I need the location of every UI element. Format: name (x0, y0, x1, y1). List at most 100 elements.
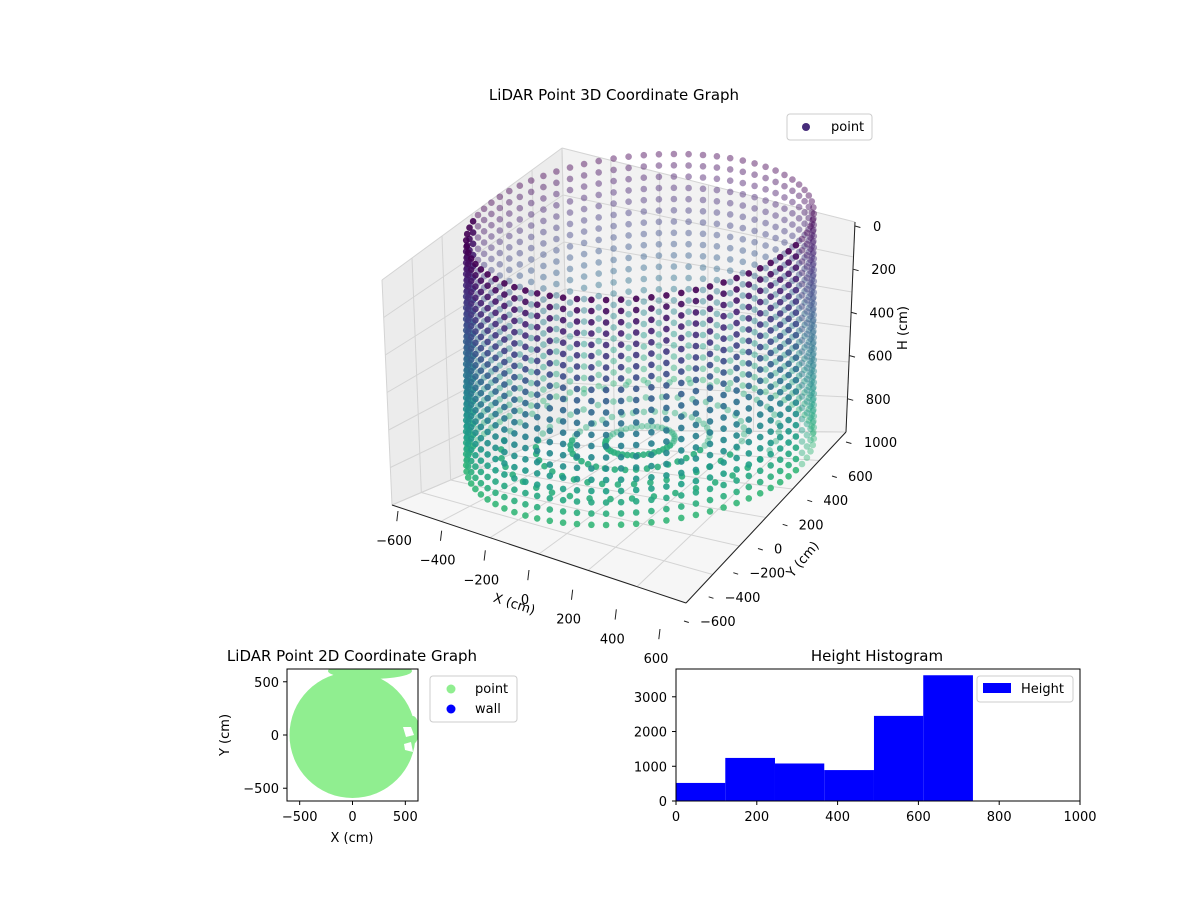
y-tick-3d-label: 0 (774, 543, 782, 558)
lidar-point (762, 377, 769, 384)
lidar-point (745, 416, 753, 423)
lidar-point (720, 504, 727, 511)
lidar-point (776, 287, 784, 295)
lidar-point (751, 250, 758, 257)
lidar-point (805, 214, 813, 222)
lidar-point (610, 369, 617, 376)
lidar-point (751, 317, 758, 325)
lidar-point (699, 208, 707, 215)
lidar-point (810, 210, 818, 217)
x-tick-3d-label: 600 (644, 652, 669, 667)
lidar-point (751, 160, 758, 167)
lidar-point (472, 485, 479, 493)
lidar-point (474, 223, 482, 230)
lidar-point (807, 425, 814, 433)
lidar-point (808, 366, 816, 374)
lidar-point (706, 316, 714, 324)
lidar-point (580, 385, 588, 393)
z-tick-3d-label: 400 (869, 306, 894, 321)
lidar-point (767, 293, 774, 301)
lidar-point (527, 188, 535, 196)
lidar-point (511, 385, 518, 392)
lidar-point (488, 221, 495, 229)
lidar-point (610, 200, 617, 207)
lidar-point (588, 499, 595, 506)
lidar-point (595, 270, 602, 277)
lidar-point (678, 379, 685, 387)
y-tick-3d-mark (782, 523, 788, 527)
lidar-point (566, 220, 574, 228)
lidar-point (803, 375, 811, 383)
lidar-point (492, 287, 499, 294)
lidar-point (798, 382, 806, 389)
lidar-point (751, 182, 758, 190)
lidar-point (580, 406, 587, 413)
lidar-point (559, 350, 567, 358)
lidar-point (781, 205, 788, 212)
lidar-point (533, 346, 541, 354)
lidar-point (720, 290, 727, 298)
lidar-point (516, 317, 524, 325)
lidar-point (713, 276, 721, 284)
y-tick-2d-label: −500 (243, 782, 279, 797)
lidar-point (477, 491, 485, 498)
lidar-point (808, 389, 816, 396)
lidar-point (540, 386, 547, 393)
lidar-point (501, 381, 508, 388)
lidar-point (762, 332, 769, 339)
lidar-point (713, 186, 721, 194)
lidar-point (608, 413, 616, 421)
lidar-point (553, 213, 560, 220)
lidar-point (706, 305, 714, 313)
lidar-point (745, 461, 753, 468)
legend-2d-wall-marker (446, 704, 456, 714)
lidar-point (776, 332, 784, 340)
lidar-point (580, 160, 588, 168)
lidar-point (810, 311, 818, 319)
lidar-point (756, 400, 764, 407)
lidar-point (610, 211, 617, 219)
histogram-bar (676, 782, 726, 801)
lidar-point (805, 203, 813, 211)
lidar-point (805, 406, 813, 413)
lidar-point (808, 198, 816, 205)
lidar-point (506, 367, 513, 375)
lidar-point (699, 309, 707, 316)
lidar-point (771, 411, 778, 419)
lidar-point (625, 344, 632, 352)
lidar-point (762, 298, 769, 306)
lidar-point (751, 351, 758, 359)
lidar-point (685, 195, 692, 203)
lidar-point (573, 329, 581, 337)
lidar-point (756, 343, 764, 351)
lidar-point (477, 378, 485, 386)
chart-2d: LiDAR Point 2D Coordinate Graph −500 0 500… (218, 647, 518, 846)
lidar-point (655, 364, 663, 372)
lidar-point (522, 343, 529, 351)
y-tick-2d-label: 0 (271, 729, 279, 744)
lidar-point (801, 344, 808, 351)
lidar-point (772, 189, 779, 197)
lidar-point (580, 340, 588, 348)
lidar-point (685, 240, 692, 248)
lidar-point (655, 319, 663, 327)
lidar-point (655, 342, 663, 349)
lidar-point (566, 276, 574, 284)
lidar-point (492, 275, 499, 283)
lidar-point (685, 285, 692, 293)
lidar-point (648, 474, 655, 481)
lidar-point (522, 478, 529, 486)
lidar-point (573, 295, 581, 303)
lidar-point (678, 492, 685, 499)
lidar-point (527, 233, 535, 241)
lidar-point (745, 382, 753, 390)
lidar-point (501, 471, 508, 478)
lidar-point (706, 339, 714, 346)
z-tick-3d-label: 1000 (864, 436, 897, 451)
lidar-point (776, 343, 784, 351)
legend-histogram: Height (976, 675, 1074, 703)
lidar-point (808, 299, 816, 306)
lidar-point (464, 395, 472, 403)
lidar-point (573, 397, 581, 404)
lidar-point (626, 395, 633, 403)
